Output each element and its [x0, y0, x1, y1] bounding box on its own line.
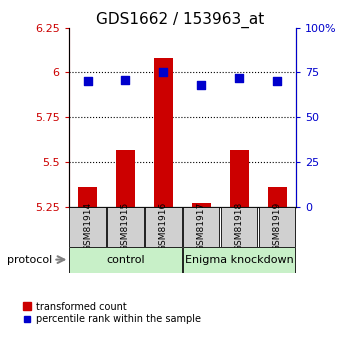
Point [84, 79, 90, 84]
Bar [230, 150, 249, 207]
Text: protocol: protocol [7, 255, 52, 265]
Point [123, 77, 129, 82]
Bar [154, 58, 173, 207]
Bar [221, 207, 257, 247]
Bar [268, 187, 287, 207]
Bar [116, 150, 135, 207]
Text: GSM81918: GSM81918 [235, 202, 244, 252]
Text: GSM81915: GSM81915 [121, 202, 130, 252]
Bar [183, 207, 219, 247]
Legend: transformed count, percentile rank within the sample: transformed count, percentile rank withi… [23, 302, 201, 325]
Bar [69, 247, 182, 273]
Text: GSM81916: GSM81916 [159, 202, 168, 252]
Point [199, 82, 204, 88]
Text: GSM81919: GSM81919 [273, 202, 282, 252]
Bar [192, 204, 211, 207]
Bar [259, 207, 295, 247]
Text: GSM81914: GSM81914 [83, 202, 92, 252]
Bar [145, 207, 182, 247]
Bar [107, 207, 144, 247]
Bar [69, 207, 106, 247]
Text: GDS1662 / 153963_at: GDS1662 / 153963_at [96, 12, 265, 28]
Text: GSM81917: GSM81917 [197, 202, 206, 252]
Bar [183, 247, 295, 273]
Point [274, 79, 280, 84]
Point [236, 75, 242, 81]
Point [161, 70, 166, 75]
Bar [78, 187, 97, 207]
Text: Enigma knockdown: Enigma knockdown [185, 255, 293, 265]
Text: control: control [106, 255, 145, 265]
